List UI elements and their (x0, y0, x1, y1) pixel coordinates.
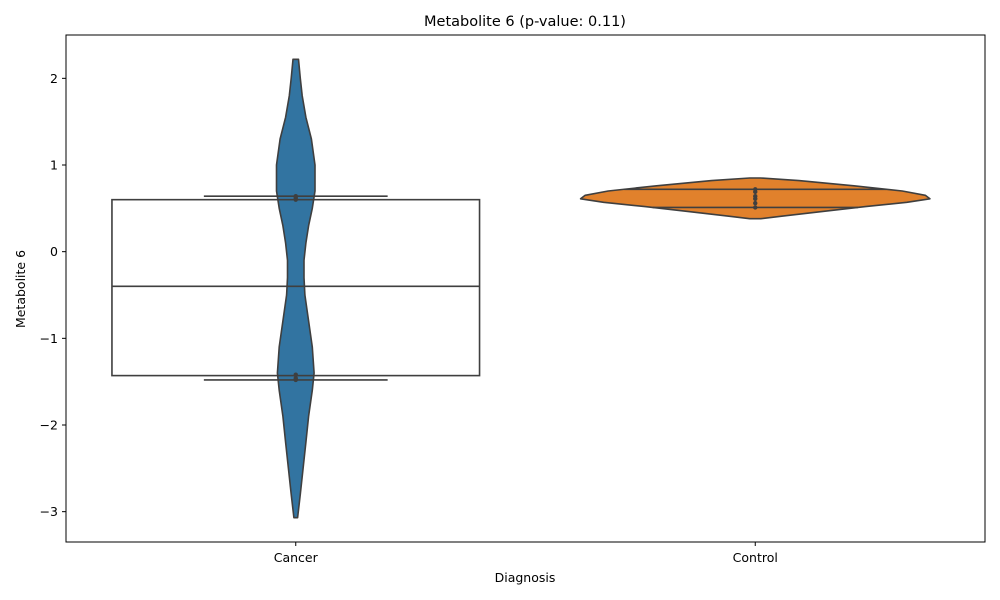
chart-title: Metabolite 6 (p-value: 0.11) (424, 14, 626, 30)
x-axis-label: Diagnosis (495, 570, 556, 585)
y-tick-label: −3 (40, 504, 58, 519)
y-tick-label: 1 (50, 158, 58, 173)
y-tick-label: −2 (40, 418, 58, 433)
violin-cancer (275, 58, 316, 519)
x-tick-label: Cancer (274, 550, 319, 565)
plot-frame (65, 34, 986, 543)
axes: 2 1 0 −1 −2 −3 Cancer Control (40, 71, 778, 565)
violin-point (753, 196, 758, 201)
y-tick-label: 0 (50, 244, 58, 259)
violin-point (753, 189, 758, 195)
violin-point (293, 194, 298, 199)
violin-point (753, 205, 758, 210)
violin-point (753, 200, 758, 206)
box-iqr (111, 198, 481, 377)
y-axis-label: Metabolite 6 (13, 250, 28, 328)
y-tick-label: 2 (50, 71, 58, 86)
violin-point (293, 377, 298, 383)
x-tick-label: Control (733, 550, 778, 565)
plot-area (111, 58, 931, 519)
y-tick-label: −1 (40, 331, 58, 346)
